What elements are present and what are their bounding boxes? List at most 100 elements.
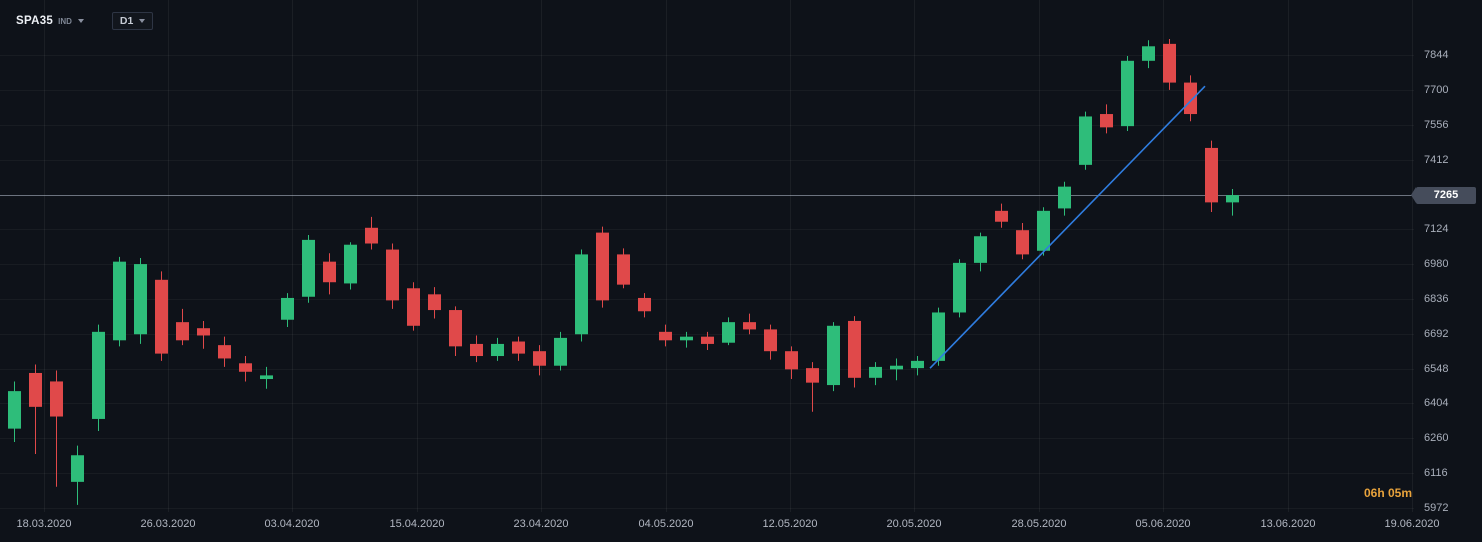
symbol-name: SPA35 [16,15,54,27]
price-tick-label: 7844 [1424,49,1449,61]
price-tick-label: 6548 [1424,362,1449,375]
candle-body [197,328,210,336]
candle-body [785,351,798,370]
candle-body [869,366,882,378]
date-tick-label: 26.03.2020 [140,518,196,530]
price-tick-label: 7124 [1424,223,1449,236]
price-tick-label: 6980 [1424,258,1449,271]
price-tick-label: 7556 [1424,118,1449,131]
candle-body [365,227,378,244]
candle-body [50,381,63,417]
candle-body [239,363,252,372]
chevron-down-icon [139,19,146,23]
candle-body [533,351,546,366]
candle-body [134,264,147,335]
candle-body [260,375,273,380]
candle-body [449,310,462,347]
candle-body [1184,82,1197,115]
price-tick-label: 6404 [1424,397,1449,410]
candle-body [848,320,861,378]
candle-body [176,322,189,341]
candle-body [638,297,651,312]
date-tick-label: 28.05.2020 [1011,518,1067,530]
price-tick-label: 6260 [1424,432,1449,445]
candle-body [1205,147,1218,203]
candle-body [302,239,315,297]
date-tick-label: 04.05.2020 [638,518,694,530]
date-tick-label: 13.06.2020 [1260,518,1316,530]
candle-body [8,391,21,429]
candle-body [1058,186,1071,209]
symbol-selector[interactable]: SPA35 IND [16,15,84,27]
chart-canvas[interactable] [0,0,1414,512]
candle-body [1163,43,1176,83]
candle-body [344,244,357,284]
candle-body [764,329,777,352]
price-tick-label: 5972 [1424,502,1449,514]
price-tick-label: 6692 [1424,327,1449,340]
current-price-value: 7265 [1433,189,1459,202]
price-tick-label: 6116 [1424,467,1448,480]
candle-body [1079,116,1092,165]
candle-body [1226,195,1239,203]
date-tick-label: 20.05.2020 [886,518,942,530]
date-tick-label: 19.06.2020 [1384,518,1440,530]
candle-body [596,232,609,301]
candle-body [827,325,840,386]
candle-body [113,261,126,341]
candle-body [491,343,504,357]
candle-body [1121,60,1134,127]
candle-body [806,368,819,383]
date-tick-label: 23.04.2020 [513,518,569,530]
candle-body [659,331,672,341]
date-tick-label: 15.04.2020 [389,518,445,530]
candle-body [218,345,231,359]
price-tick-label: 6836 [1424,292,1449,305]
date-tick-label: 05.06.2020 [1135,518,1191,530]
candle-body [974,236,987,263]
candle-body [323,261,336,283]
candle-body [155,279,168,354]
price-tick-label: 7700 [1424,83,1449,96]
candle-body [386,249,399,301]
date-axis[interactable]: 18.03.2020 26.03.2020 03.04.2020 15.04.2020… [0,514,1482,542]
timeframe-label: D1 [119,15,134,27]
candle-body [701,336,714,344]
candle-body [575,254,588,335]
candle-body [1142,46,1155,61]
candle-body [92,331,105,419]
candle-body [722,322,735,343]
candle-body [953,262,966,313]
candle-body [932,312,945,361]
candle-body [281,297,294,320]
candle-body [407,288,420,326]
trend-line[interactable] [929,85,1206,369]
candle-body [680,336,693,341]
chevron-down-icon [77,19,84,23]
candle-body [470,343,483,357]
price-tick-label: 7412 [1424,153,1449,166]
candle-body [71,455,84,482]
candle-body [617,254,630,285]
candle-body [554,337,567,366]
candle-body [29,372,42,407]
candle-body [743,322,756,330]
candle-body [890,365,903,370]
price-axis[interactable]: 7265 7844 7700 7556 7412 7124 6980 6836 6692 654… [1411,0,1482,514]
market-countdown: 06h 05m [1363,486,1412,500]
candle-body [1037,210,1050,251]
chart-toolbar: SPA35 IND D1 [16,12,154,30]
candle-body [911,360,924,369]
candle-body [995,210,1008,222]
candle-body [428,294,441,311]
candle-body [1016,230,1029,255]
date-tick-label: 12.05.2020 [762,518,818,530]
current-price-badge: 7265 [1411,186,1476,204]
candle-body [512,341,525,354]
symbol-type-badge: IND [58,17,72,26]
candle-body [1100,114,1113,128]
date-tick-label: 18.03.2020 [16,518,72,530]
timeframe-selector[interactable]: D1 [111,12,154,30]
date-tick-label: 03.04.2020 [264,518,320,530]
